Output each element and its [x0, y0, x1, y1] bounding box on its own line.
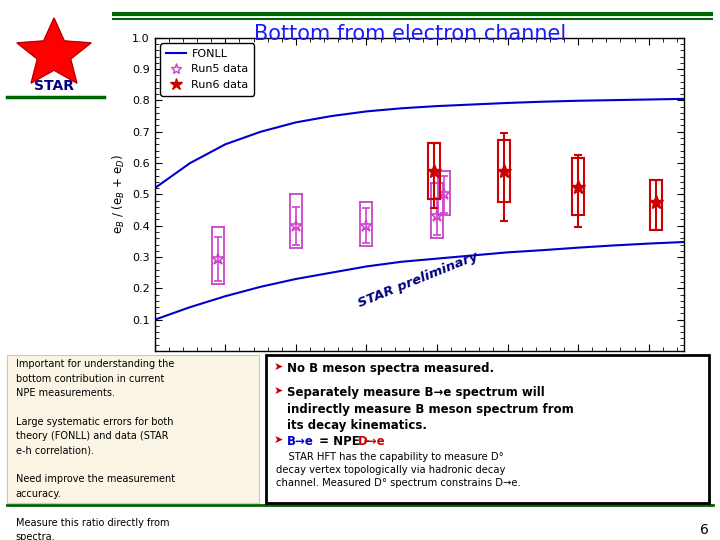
- Text: No B meson spectra measured.: No B meson spectra measured.: [287, 362, 494, 375]
- Polygon shape: [17, 18, 91, 83]
- Text: Bottom from electron channel: Bottom from electron channel: [254, 24, 567, 44]
- Text: ➤: ➤: [274, 435, 283, 445]
- Text: = NPE –: = NPE –: [315, 435, 374, 448]
- Text: Separately measure B→e spectrum will
indirectly measure B meson spectrum from
it: Separately measure B→e spectrum will ind…: [287, 386, 573, 432]
- Text: STAR HFT has the capability to measure D°
decay vertex topologically via hadroni: STAR HFT has the capability to measure D…: [276, 452, 521, 488]
- Legend: FONLL, Run5 data, Run6 data: FONLL, Run5 data, Run6 data: [161, 43, 254, 96]
- Text: ★: ★: [42, 42, 66, 70]
- X-axis label: p$_{t}$ (GeV/c): p$_{t}$ (GeV/c): [387, 372, 451, 388]
- Text: ➤: ➤: [274, 362, 283, 372]
- Text: 6: 6: [701, 523, 709, 537]
- Text: ➤: ➤: [274, 386, 283, 396]
- Text: Important for understanding the
bottom contribution in current
NPE measurements.: Important for understanding the bottom c…: [16, 359, 175, 540]
- Text: B→e: B→e: [287, 435, 313, 448]
- Text: D→e: D→e: [358, 435, 385, 448]
- Text: STAR: STAR: [34, 79, 74, 93]
- Y-axis label: e$_{B}$ / (e$_{B}$ + e$_{D}$): e$_{B}$ / (e$_{B}$ + e$_{D}$): [111, 154, 127, 234]
- Text: STAR preliminary: STAR preliminary: [356, 250, 480, 310]
